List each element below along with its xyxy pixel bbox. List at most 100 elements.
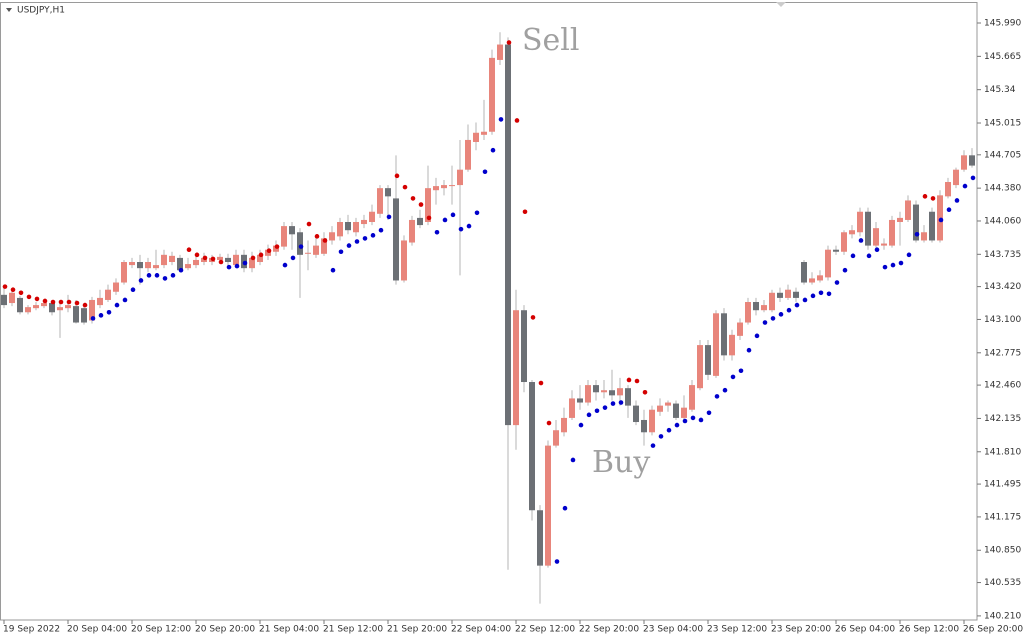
sar-dot — [610, 401, 616, 406]
candle-body — [753, 302, 759, 311]
sar-dot — [402, 184, 408, 190]
sar-dot — [450, 212, 456, 218]
sar-dot — [210, 256, 216, 262]
y-tick-label: 145.34 — [984, 85, 1016, 95]
sar-dot — [602, 405, 608, 410]
sar-dot — [938, 217, 944, 223]
x-tick-label: 22 Sep 20:00 — [579, 625, 639, 635]
sar-dot — [514, 118, 520, 123]
sar-dot — [562, 505, 568, 511]
sar-dot — [258, 252, 264, 258]
candle-body — [305, 252, 311, 254]
sar-dot — [722, 387, 728, 393]
candle-body — [689, 385, 695, 410]
sar-dot — [378, 227, 384, 233]
candle-body — [113, 282, 119, 292]
sar-dot — [698, 417, 704, 423]
sar-dot — [850, 253, 856, 259]
plot-frame — [0, 2, 978, 621]
candle-body — [569, 398, 575, 418]
y-tick-label: 143.420 — [984, 282, 1021, 292]
y-tick-label: 140.210 — [984, 611, 1021, 621]
sar-dot — [202, 255, 208, 261]
candle-body — [1, 294, 7, 306]
sar-dot — [178, 267, 184, 273]
candle-body — [25, 307, 31, 313]
sar-dot — [954, 198, 960, 203]
sar-dot — [10, 287, 16, 293]
candle-body — [361, 219, 367, 225]
sar-dot — [242, 260, 248, 266]
candle-body — [577, 398, 583, 403]
x-tick-label: 20 Sep 04:00 — [67, 625, 127, 635]
candle-body — [233, 254, 239, 266]
candle-body — [881, 243, 887, 246]
sar-dot — [762, 320, 768, 325]
sar-dot — [482, 169, 488, 175]
candle-body — [841, 232, 847, 252]
sar-dot — [466, 223, 472, 229]
sar-dot — [658, 434, 664, 439]
candle-body — [257, 254, 263, 263]
sar-dot — [26, 294, 32, 300]
sar-dot — [682, 418, 688, 424]
y-tick-label: 140.850 — [984, 546, 1021, 556]
candle-body — [17, 297, 23, 313]
sar-dot — [826, 291, 832, 297]
y-tick-label: 140.535 — [984, 578, 1021, 588]
sar-dot — [586, 412, 592, 418]
candle-body — [161, 254, 167, 266]
candle-body — [193, 259, 199, 266]
sar-dot — [962, 183, 968, 189]
sar-dot — [82, 302, 88, 308]
sar-dot — [218, 259, 224, 265]
sar-dot — [866, 253, 872, 259]
sar-dot — [234, 263, 240, 269]
sar-dot — [370, 233, 376, 238]
y-tick-label: 142.460 — [984, 381, 1021, 391]
sar-dot — [50, 299, 56, 305]
candle-body — [769, 292, 775, 311]
candle-body — [385, 188, 391, 197]
candle-body — [641, 419, 647, 433]
sar-dot — [322, 238, 328, 243]
candle-body — [601, 390, 607, 393]
candle-body — [153, 265, 159, 269]
candle-body — [929, 211, 935, 241]
x-tick-label: 22 Sep 04:00 — [451, 625, 511, 635]
y-tick-label: 145.665 — [984, 52, 1021, 62]
candle-body — [473, 132, 479, 142]
candle-body — [89, 299, 95, 321]
sar-dot — [338, 249, 344, 255]
sar-dot — [746, 347, 752, 353]
symbol-label: USDJPY,H1 — [17, 6, 65, 16]
sar-dot — [66, 299, 72, 305]
candle-body — [713, 313, 719, 376]
sar-dot — [106, 309, 112, 315]
sar-dot — [426, 215, 432, 221]
candle-body — [537, 510, 543, 566]
candle-body — [417, 217, 423, 226]
candle-body — [393, 198, 399, 281]
candle-body — [865, 211, 871, 246]
sar-dot — [554, 559, 560, 564]
candle-body — [673, 403, 679, 418]
y-tick-label: 145.015 — [984, 119, 1021, 129]
sar-dot — [274, 244, 280, 249]
candle-body — [217, 256, 223, 260]
sar-dot — [714, 394, 720, 399]
symbol-menu-arrow[interactable] — [6, 8, 12, 12]
candle-body — [33, 305, 39, 309]
candle-body — [633, 405, 639, 423]
candle-body — [729, 334, 735, 356]
sar-dot — [18, 290, 24, 296]
candle-body — [809, 278, 815, 283]
y-tick-label: 141.175 — [984, 512, 1021, 522]
candle-body — [441, 185, 447, 189]
sar-dot — [802, 297, 808, 303]
sar-dot — [146, 273, 152, 278]
candle-body — [289, 226, 295, 235]
y-tick-label: 145.990 — [984, 19, 1021, 29]
sar-dot — [786, 307, 792, 313]
